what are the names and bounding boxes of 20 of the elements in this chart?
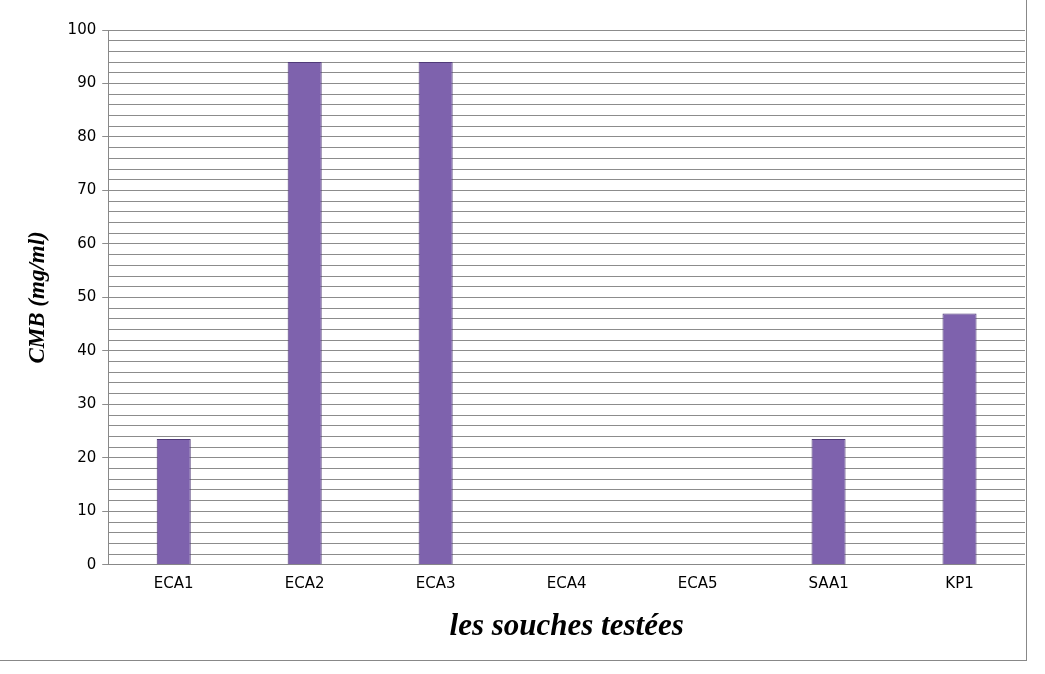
x-tick-label: KP1 xyxy=(945,573,974,592)
y-tick-label: 30 xyxy=(77,394,97,413)
y-tick-label: 90 xyxy=(77,73,97,92)
x-tick-label: SAA1 xyxy=(808,573,849,592)
y-tick-label: 40 xyxy=(77,340,97,359)
y-tick-label: 10 xyxy=(77,501,97,520)
y-axis-title: CMB (mg/ml) xyxy=(23,231,49,364)
x-tick-label: ECA2 xyxy=(284,573,325,592)
y-tick-label: 20 xyxy=(77,447,97,466)
x-axis-title: les souches testées xyxy=(449,607,684,643)
y-tick-label: 0 xyxy=(86,554,97,573)
y-tick-label: 60 xyxy=(77,233,97,252)
x-tick-label: ECA4 xyxy=(546,573,587,592)
x-tick-label: ECA3 xyxy=(415,573,456,592)
x-tick-label: ECA1 xyxy=(153,573,194,592)
y-tick-label: 50 xyxy=(77,287,97,306)
y-tick-label: 100 xyxy=(67,19,97,38)
x-tick-label: ECA5 xyxy=(677,573,718,592)
y-tick-label: 70 xyxy=(77,180,97,199)
y-tick-label: 80 xyxy=(77,126,97,145)
